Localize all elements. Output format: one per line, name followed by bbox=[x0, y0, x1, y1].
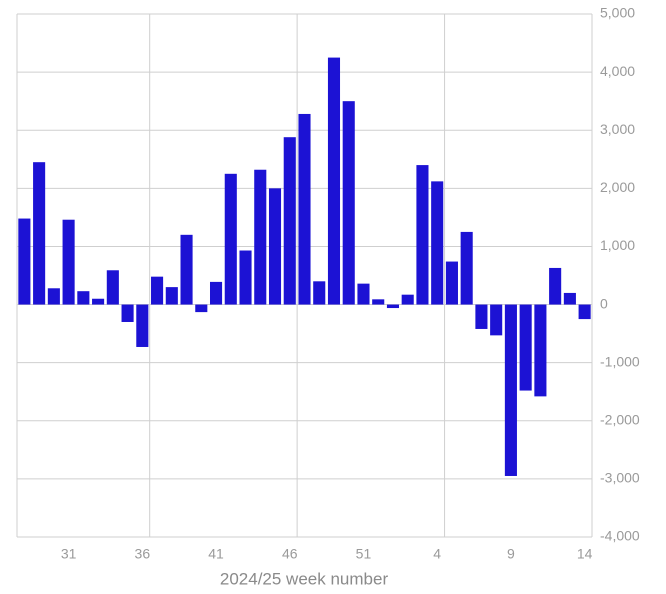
bar bbox=[563, 292, 576, 305]
bar bbox=[401, 294, 414, 305]
bar bbox=[386, 304, 400, 309]
bar bbox=[165, 287, 178, 305]
bar bbox=[62, 219, 75, 305]
bar bbox=[342, 101, 355, 305]
bar bbox=[121, 304, 134, 322]
x-tick-label: 46 bbox=[282, 546, 298, 562]
bar bbox=[180, 234, 193, 305]
x-tick-label: 31 bbox=[61, 546, 77, 562]
x-tick-label: 41 bbox=[208, 546, 224, 562]
bar bbox=[534, 304, 547, 397]
bar bbox=[151, 276, 164, 305]
y-tick-label: 4,000 bbox=[600, 63, 635, 79]
bar bbox=[47, 288, 60, 305]
bar bbox=[460, 231, 473, 305]
bar bbox=[224, 173, 237, 305]
bar bbox=[254, 169, 267, 305]
bar bbox=[283, 137, 296, 305]
bar bbox=[578, 304, 591, 320]
bar bbox=[549, 267, 562, 305]
y-tick-label: -1,000 bbox=[600, 353, 640, 369]
bar bbox=[239, 250, 252, 305]
bar bbox=[504, 304, 517, 476]
bar bbox=[519, 304, 532, 391]
bar bbox=[372, 299, 385, 305]
x-tick-label: 14 bbox=[577, 546, 593, 562]
bar bbox=[298, 113, 311, 305]
x-tick-label: 9 bbox=[507, 546, 515, 562]
bar bbox=[18, 218, 31, 305]
bar bbox=[106, 270, 119, 305]
x-tick-label: 36 bbox=[135, 546, 151, 562]
bar bbox=[416, 165, 429, 305]
y-tick-label: 2,000 bbox=[600, 179, 635, 195]
y-tick-label: -4,000 bbox=[600, 528, 640, 544]
y-tick-label: 5,000 bbox=[600, 5, 635, 21]
y-tick-label: 3,000 bbox=[600, 121, 635, 137]
y-tick-label: 1,000 bbox=[600, 237, 635, 253]
bar bbox=[357, 283, 370, 305]
bar bbox=[195, 304, 208, 313]
bar bbox=[33, 162, 46, 305]
x-axis-title: 2024/25 week number bbox=[220, 569, 389, 588]
bar bbox=[475, 304, 488, 329]
y-tick-label: -3,000 bbox=[600, 470, 640, 486]
y-tick-label: 0 bbox=[600, 295, 608, 311]
bar bbox=[92, 298, 105, 305]
bar bbox=[268, 188, 282, 305]
bar bbox=[445, 261, 458, 305]
x-tick-label: 51 bbox=[356, 546, 372, 562]
bar bbox=[77, 291, 90, 305]
y-tick-label: -2,000 bbox=[600, 411, 640, 427]
bar bbox=[327, 57, 341, 305]
bar bbox=[490, 304, 503, 336]
bar bbox=[136, 304, 149, 347]
bar bbox=[431, 181, 444, 305]
x-tick-label: 4 bbox=[433, 546, 441, 562]
bar bbox=[313, 281, 326, 305]
bar bbox=[209, 281, 223, 305]
